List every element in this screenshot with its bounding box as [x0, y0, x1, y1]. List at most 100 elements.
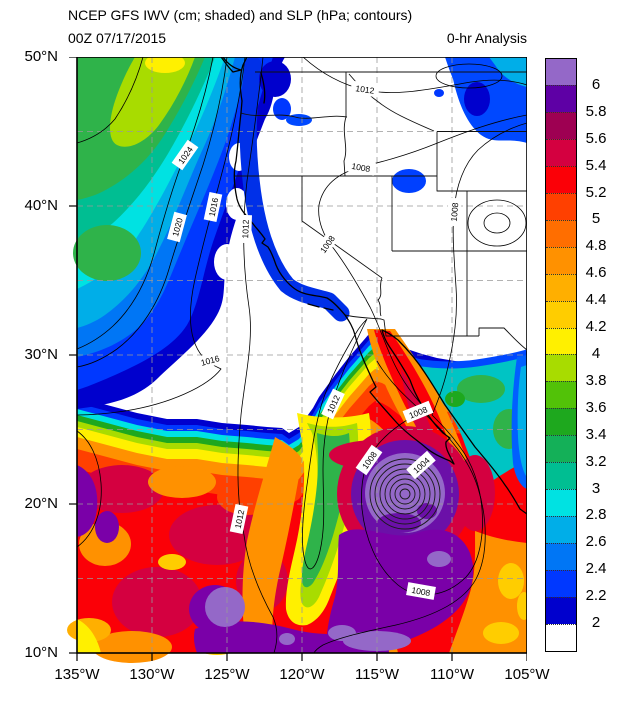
- slp-contour-label: 1008: [402, 400, 434, 424]
- colorbar-tick-label: 2.4: [585, 560, 607, 578]
- state-borders: [234, 71, 527, 351]
- map-shape: [379, 468, 431, 520]
- map-shape: [224, 290, 256, 310]
- map-shape: [259, 61, 291, 97]
- map-shape: [369, 458, 441, 530]
- map-shape: [229, 503, 249, 535]
- map-shape: [392, 169, 426, 193]
- map-shape: [313, 228, 341, 260]
- colorbar-tick-label: 5: [591, 210, 601, 228]
- colorbar-cell: [546, 219, 576, 247]
- slp-contour-label: 1016: [203, 191, 223, 223]
- map-shape: [445, 391, 465, 407]
- colorbar-tick-label: 3.8: [585, 371, 607, 389]
- map-shape: [279, 633, 295, 645]
- map-shape: [76, 57, 246, 416]
- map-shape: [350, 80, 380, 98]
- y-axis-tick-label: 10°N: [24, 644, 58, 661]
- colorbar-tick-label: 4: [591, 345, 601, 362]
- map-shape: [321, 388, 345, 420]
- map-shape: [517, 365, 527, 477]
- y-axis-tick-label: 30°N: [24, 346, 58, 363]
- map-shape: [286, 114, 312, 126]
- colorbar-tick-label: 5.8: [585, 102, 607, 120]
- colorbar-tick-label: 5.6: [585, 129, 607, 147]
- map-shape: [76, 57, 144, 144]
- map-shape: [318, 114, 527, 596]
- svg-text:1020: 1020: [170, 216, 185, 237]
- x-axis-tick-label: 115°W: [354, 666, 400, 683]
- slp-contour-label: 1012: [238, 214, 252, 244]
- cyclone-contour-rings: [369, 458, 441, 530]
- svg-text:1012: 1012: [240, 219, 251, 239]
- map-shape: [220, 57, 242, 73]
- map-shape: [449, 531, 527, 653]
- map-shape: [194, 350, 226, 370]
- map-shape: [446, 197, 462, 227]
- colorbar-cell: [546, 435, 576, 463]
- colorbar-cell: [546, 462, 576, 490]
- svg-text:1012: 1012: [233, 509, 247, 530]
- map-shape: [355, 444, 383, 476]
- map-shape: [406, 582, 436, 600]
- x-axis-tick-label: 135°W: [54, 666, 100, 683]
- slp-contour-label: 1016: [194, 350, 226, 370]
- map-shape: [328, 625, 356, 641]
- map-shape: [307, 303, 334, 311]
- map-shape: [203, 191, 223, 223]
- colorbar-cell: [546, 381, 576, 409]
- colorbar-tick-label: 2.2: [585, 587, 607, 605]
- map-plot: 1024102010161012101610121008100810081012…: [67, 57, 527, 663]
- colorbar-tick-label: 3.6: [585, 398, 607, 416]
- x-axis-tick-label: 105°W: [504, 666, 550, 683]
- map-shape: [95, 511, 119, 543]
- map-shape: [394, 483, 416, 505]
- map-shape: [399, 488, 411, 500]
- chart-analysis-label: 0-hr Analysis: [446, 30, 527, 46]
- chart-title: NCEP GFS IWV (cm; shaded) and SLP (hPa; …: [68, 7, 413, 23]
- colorbar-cell: [546, 165, 576, 193]
- map-shape: [435, 63, 503, 89]
- map-shape: [384, 473, 426, 515]
- map-shape: [260, 72, 266, 104]
- map-shape: [517, 592, 527, 620]
- slp-contour-label: 1008: [406, 582, 436, 600]
- map-shape: [457, 375, 505, 403]
- map-shape: [77, 465, 98, 537]
- slp-contour-label: 1008: [446, 197, 462, 227]
- colorbar-cell: [546, 516, 576, 544]
- map-shape: [76, 430, 102, 548]
- svg-text:1008: 1008: [411, 585, 432, 598]
- x-axis-tick-label: 120°W: [279, 666, 325, 683]
- x-axis-tick-label: 125°W: [204, 666, 250, 683]
- map-shape: [483, 622, 519, 644]
- map-shape: [427, 551, 451, 567]
- slp-contour-label: 1008: [346, 158, 376, 176]
- colorbar-cell: [546, 246, 576, 274]
- map-shape: [205, 587, 245, 627]
- svg-text:1008: 1008: [351, 161, 372, 174]
- map-shape: [167, 211, 187, 243]
- svg-text:1012: 1012: [355, 83, 375, 96]
- slp-contours: [76, 57, 527, 654]
- map-shape: [238, 214, 252, 244]
- colorbar-tick-label: 2.8: [585, 506, 607, 524]
- colorbar-cell: [546, 354, 576, 382]
- colorbar: [545, 58, 577, 652]
- map-shape: [110, 57, 195, 147]
- map-shape: [313, 360, 486, 654]
- colorbar-cell: [546, 408, 576, 436]
- map-shape: [171, 139, 199, 171]
- map-shape: [234, 71, 527, 351]
- map-shape: [467, 199, 527, 247]
- colorbar-tick-label: 3: [591, 479, 601, 497]
- y-axis-tick-label: 50°N: [24, 48, 58, 65]
- colorbar-cell: [546, 300, 576, 328]
- colorbar-cell: [546, 327, 576, 355]
- map-shape: [301, 433, 350, 588]
- colorbar-cell: [546, 543, 576, 571]
- colorbar-cell: [546, 597, 576, 625]
- slp-contour-label: 1020: [167, 211, 187, 243]
- colorbar-tick-label: 3.4: [585, 425, 607, 443]
